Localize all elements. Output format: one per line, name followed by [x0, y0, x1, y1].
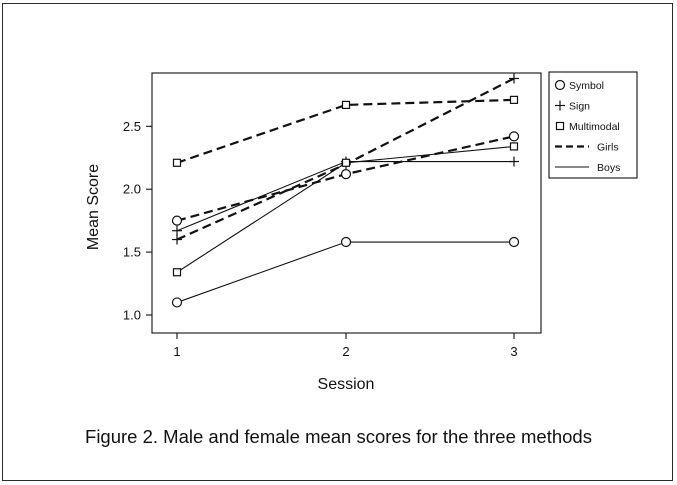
series-line-symbol-boys: [176, 241, 514, 303]
x-tick-label: 2: [342, 344, 349, 359]
figure-caption: Figure 2. Male and female mean scores fo…: [85, 426, 592, 447]
legend-label: Symbol: [569, 80, 604, 92]
y-tick-label: 2.5: [123, 119, 141, 134]
point-sign-boys: [172, 225, 182, 236]
point-symbol-girls: [508, 131, 520, 142]
x-axis-label: Session: [318, 376, 375, 393]
point-sign-girls: [509, 73, 519, 84]
x-tick-label: 1: [173, 344, 180, 359]
legend-label: Girls: [597, 142, 619, 154]
point-multimodal-girls: [509, 95, 519, 104]
point-multimodal-boys: [172, 268, 182, 277]
x-tick-label: 3: [510, 344, 517, 359]
plot-area: 1.0 1.5 2.0 2.5 1 2 3: [123, 72, 542, 359]
series-line-multimodal-girls: [176, 98, 515, 164]
plot-frame: [151, 72, 542, 334]
point-symbol-boys: [171, 297, 183, 308]
point-multimodal-girls: [172, 158, 182, 167]
point-symbol-boys: [508, 236, 520, 248]
point-symbol-girls: [340, 169, 352, 180]
point-multimodal-boys: [341, 158, 351, 167]
point-multimodal-girls: [341, 100, 351, 110]
point-symbol-boys: [340, 236, 352, 248]
y-tick-label: 2.0: [123, 182, 141, 197]
point-sign-boys: [509, 156, 519, 167]
legend-square-icon: [555, 121, 565, 131]
y-axis-label: Mean Score: [85, 164, 102, 250]
y-tick-label: 1.0: [123, 308, 141, 323]
y-tick-label: 1.5: [123, 245, 141, 260]
point-sign-girls: [172, 234, 182, 245]
point-multimodal-boys: [509, 142, 519, 151]
legend-label: Multimodal: [569, 121, 620, 133]
legend-circle-icon: [554, 79, 566, 91]
legend-label: Boys: [597, 162, 620, 174]
legend-plus-icon: [555, 100, 565, 111]
point-symbol-girls: [171, 215, 183, 226]
legend-label: Sign: [569, 101, 590, 113]
legend: Symbol Sign Multimodal Girls Boys: [548, 71, 638, 179]
